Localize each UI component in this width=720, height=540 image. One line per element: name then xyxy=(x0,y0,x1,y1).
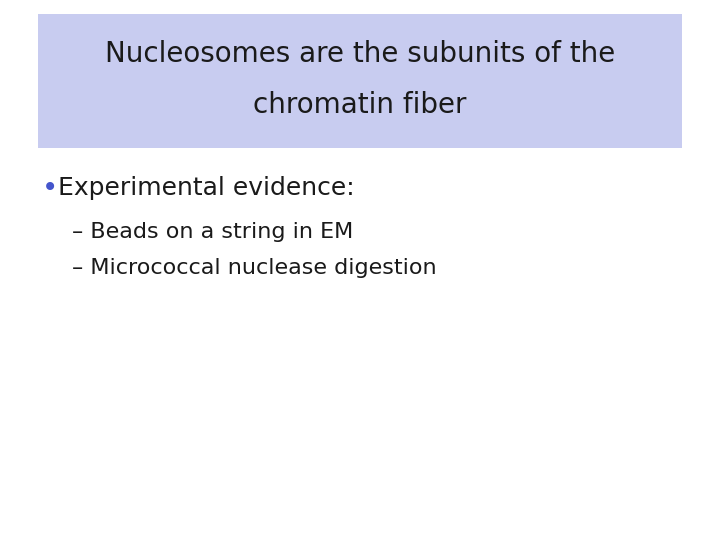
Text: •: • xyxy=(42,174,58,202)
Text: – Beads on a string in EM: – Beads on a string in EM xyxy=(72,222,354,242)
Bar xyxy=(38,14,682,148)
Text: Experimental evidence:: Experimental evidence: xyxy=(58,176,355,200)
Text: chromatin fiber: chromatin fiber xyxy=(253,91,467,119)
Text: Nucleosomes are the subunits of the: Nucleosomes are the subunits of the xyxy=(105,40,615,68)
Text: – Micrococcal nuclease digestion: – Micrococcal nuclease digestion xyxy=(72,258,436,278)
